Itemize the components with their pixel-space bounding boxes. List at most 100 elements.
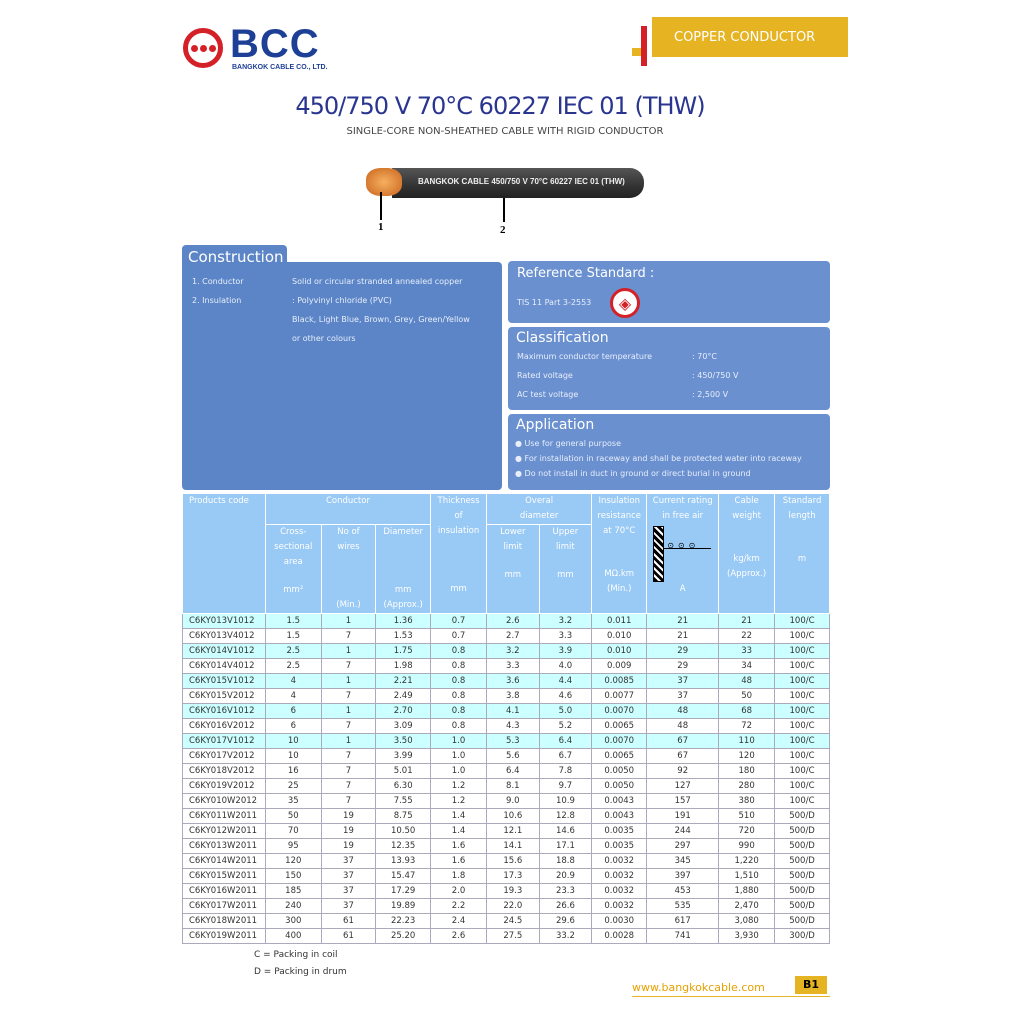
table-cell: 0.0070 xyxy=(591,703,648,719)
table-cell: 12.35 xyxy=(375,838,432,854)
table-cell: 61 xyxy=(320,913,377,929)
table-cell: 2.5 xyxy=(264,643,322,659)
table-cell: 1,220 xyxy=(718,853,776,869)
table-cell: 0.0077 xyxy=(591,688,648,704)
table-cell: 100/C xyxy=(774,718,830,734)
table-row: C6KY015V1012 4 1 2.21 0.8 3.6 4.4 0.0085 37 48 100… xyxy=(182,673,830,689)
table-row: C6KY013V4012 1.5 7 1.53 0.7 2.7 3.3 0.010 21 22 10… xyxy=(182,628,830,644)
table-cell: 48 xyxy=(718,673,776,689)
product-code-cell: C6KY015V1012 xyxy=(182,673,266,689)
table-cell: 72 xyxy=(718,718,776,734)
application-item: ● Do not install in duct in ground or di… xyxy=(515,469,751,478)
table-cell: 3,930 xyxy=(718,928,776,944)
table-cell: 1.5 xyxy=(264,628,322,644)
logo-emblem xyxy=(183,28,223,68)
table-cell: 13.93 xyxy=(375,853,432,869)
table-cell: 0.010 xyxy=(591,628,648,644)
classification-value: : 2,500 V xyxy=(692,390,729,399)
table-cell: 6 xyxy=(264,703,322,719)
table-cell: 1.6 xyxy=(430,838,487,854)
callout-1: 1 xyxy=(378,221,384,233)
table-cell: 10.6 xyxy=(486,808,540,824)
table-cell: 7 xyxy=(320,658,377,674)
table-cell: 500/D xyxy=(774,823,830,839)
table-cell: 7 xyxy=(320,718,377,734)
table-cell: 3.8 xyxy=(486,688,540,704)
product-code-cell: C6KY010W2012 xyxy=(182,793,266,809)
cable-print: BANGKOK CABLE 450/750 V 70°C 60227 IEC 0… xyxy=(418,177,625,186)
table-row: C6KY018V2012 16 7 5.01 1.0 6.4 7.8 0.0050 92 180 1… xyxy=(182,763,830,779)
table-cell: 100/C xyxy=(774,688,830,704)
header-overall-diameter: Overal diameter xyxy=(485,493,593,525)
table-cell: 4.1 xyxy=(486,703,540,719)
table-cell: 1,880 xyxy=(718,883,776,899)
table-cell: 0.8 xyxy=(430,658,487,674)
classification-title: Classification xyxy=(516,330,609,346)
table-cell: 17.3 xyxy=(486,868,540,884)
logo-subtitle: BANGKOK CABLE CO., LTD. xyxy=(232,64,328,71)
table-row: C6KY013V1012 1.5 1 1.36 0.7 2.6 3.2 0.011 21 21 10… xyxy=(182,613,830,629)
table-cell: 180 xyxy=(718,763,776,779)
construction-value: : Polyvinyl chloride (PVC) xyxy=(292,296,392,305)
category-red-bar xyxy=(641,26,647,66)
table-cell: 34 xyxy=(718,658,776,674)
table-cell: 10.9 xyxy=(538,793,593,809)
table-cell: 2.0 xyxy=(430,883,487,899)
construction-label xyxy=(192,310,292,329)
table-cell: 33.2 xyxy=(538,928,593,944)
table-row: C6KY014V1012 2.5 1 1.75 0.8 3.2 3.9 0.010 29 33 10… xyxy=(182,643,830,659)
table-cell: 27.5 xyxy=(486,928,540,944)
construction-value: Solid or circular stranded annealed copp… xyxy=(292,277,463,286)
table-cell: 300 xyxy=(264,913,322,929)
table-cell: 380 xyxy=(718,793,776,809)
table-cell: 1.98 xyxy=(375,658,432,674)
table-cell: 8.1 xyxy=(486,778,540,794)
note-drum: D = Packing in drum xyxy=(254,967,347,977)
category-banner: COPPER CONDUCTOR xyxy=(652,17,848,57)
product-code-cell: C6KY013V4012 xyxy=(182,628,266,644)
header-no-of-wires: No of wires (Min.) xyxy=(320,524,377,614)
table-cell: 0.011 xyxy=(591,613,648,629)
reference-standard-panel: Reference Standard : TIS 11 Part 3-2553 … xyxy=(508,261,830,323)
table-cell: 240 xyxy=(264,898,322,914)
table-cell: 7.8 xyxy=(538,763,593,779)
table-cell: 19.89 xyxy=(375,898,432,914)
product-code-cell: C6KY013V1012 xyxy=(182,613,266,629)
header-lower-limit: Lower limit mm xyxy=(486,524,540,614)
table-row: C6KY012W2011 70 19 10.50 1.4 12.1 14.6 0.0035 24… xyxy=(182,823,830,839)
callout-2: 2 xyxy=(500,224,506,236)
footer-website-link[interactable]: www.bangkokcable.com xyxy=(632,981,765,994)
table-cell: 23.3 xyxy=(538,883,593,899)
table-cell: 0.7 xyxy=(430,628,487,644)
table-cell: 6.4 xyxy=(538,733,593,749)
product-code-cell: C6KY017V2012 xyxy=(182,748,266,764)
table-cell: 720 xyxy=(718,823,776,839)
table-cell: 22 xyxy=(718,628,776,644)
table-cell: 33 xyxy=(718,643,776,659)
table-cell: 2.4 xyxy=(430,913,487,929)
construction-label: 2. Insulation xyxy=(192,296,242,305)
table-cell: 535 xyxy=(646,898,720,914)
table-row: C6KY018W2011 300 61 22.23 2.4 24.5 29.6 0.0030 6… xyxy=(182,913,830,929)
product-code-cell: C6KY012W2011 xyxy=(182,823,266,839)
table-cell: 500/D xyxy=(774,883,830,899)
table-cell: 3.3 xyxy=(486,658,540,674)
table-cell: 1.5 xyxy=(264,613,322,629)
table-row: C6KY016V1012 6 1 2.70 0.8 4.1 5.0 0.0070 48 68 100… xyxy=(182,703,830,719)
table-row: C6KY015V2012 4 7 2.49 0.8 3.8 4.6 0.0077 37 50 100… xyxy=(182,688,830,704)
table-cell: 2.5 xyxy=(264,658,322,674)
table-row: C6KY017V1012 10 1 3.50 1.0 5.3 6.4 0.0070 67 110 1… xyxy=(182,733,830,749)
table-cell: 29 xyxy=(646,658,720,674)
table-cell: 500/D xyxy=(774,898,830,914)
table-cell: 1.2 xyxy=(430,778,487,794)
product-code-cell: C6KY011W2011 xyxy=(182,808,266,824)
table-cell: 24.5 xyxy=(486,913,540,929)
logo-text: BCC xyxy=(230,22,320,66)
table-cell: 22.23 xyxy=(375,913,432,929)
product-code-cell: C6KY016V1012 xyxy=(182,703,266,719)
construction-value: or other colours xyxy=(292,334,356,343)
table-cell: 5.2 xyxy=(538,718,593,734)
table-cell: 0.8 xyxy=(430,673,487,689)
table-cell: 2.21 xyxy=(375,673,432,689)
table-cell: 157 xyxy=(646,793,720,809)
